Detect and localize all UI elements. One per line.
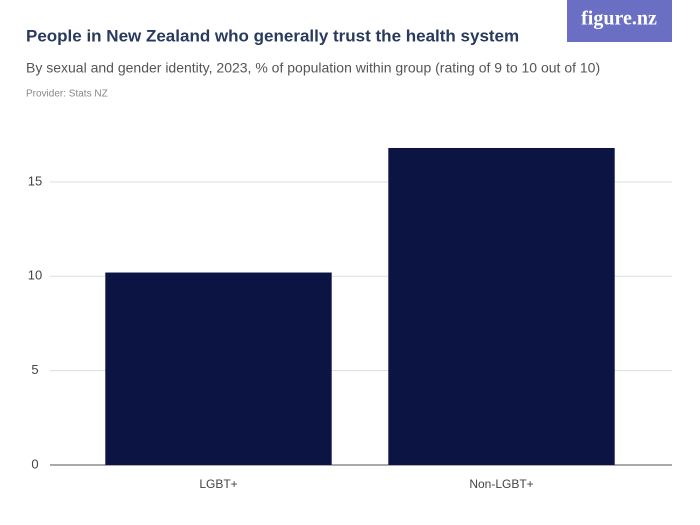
bar: [105, 272, 332, 465]
logo-box: [567, 0, 672, 42]
logo: figure.nz: [581, 8, 657, 30]
x-tick-label: Non-LGBT+: [469, 477, 533, 491]
y-tick-label: 10: [28, 268, 42, 283]
x-tick-label: LGBT+: [199, 477, 237, 491]
provider: Provider: Stats NZ: [26, 89, 108, 100]
chart-title: People in New Zealand who generally trus…: [26, 26, 519, 45]
y-tick-label: 15: [28, 173, 42, 188]
bar: [388, 147, 615, 465]
y-tick-label: 0: [31, 456, 38, 471]
y-tick-label: 5: [31, 362, 38, 377]
chart-subtitle: By sexual and gender identity, 2023, % o…: [26, 60, 600, 76]
